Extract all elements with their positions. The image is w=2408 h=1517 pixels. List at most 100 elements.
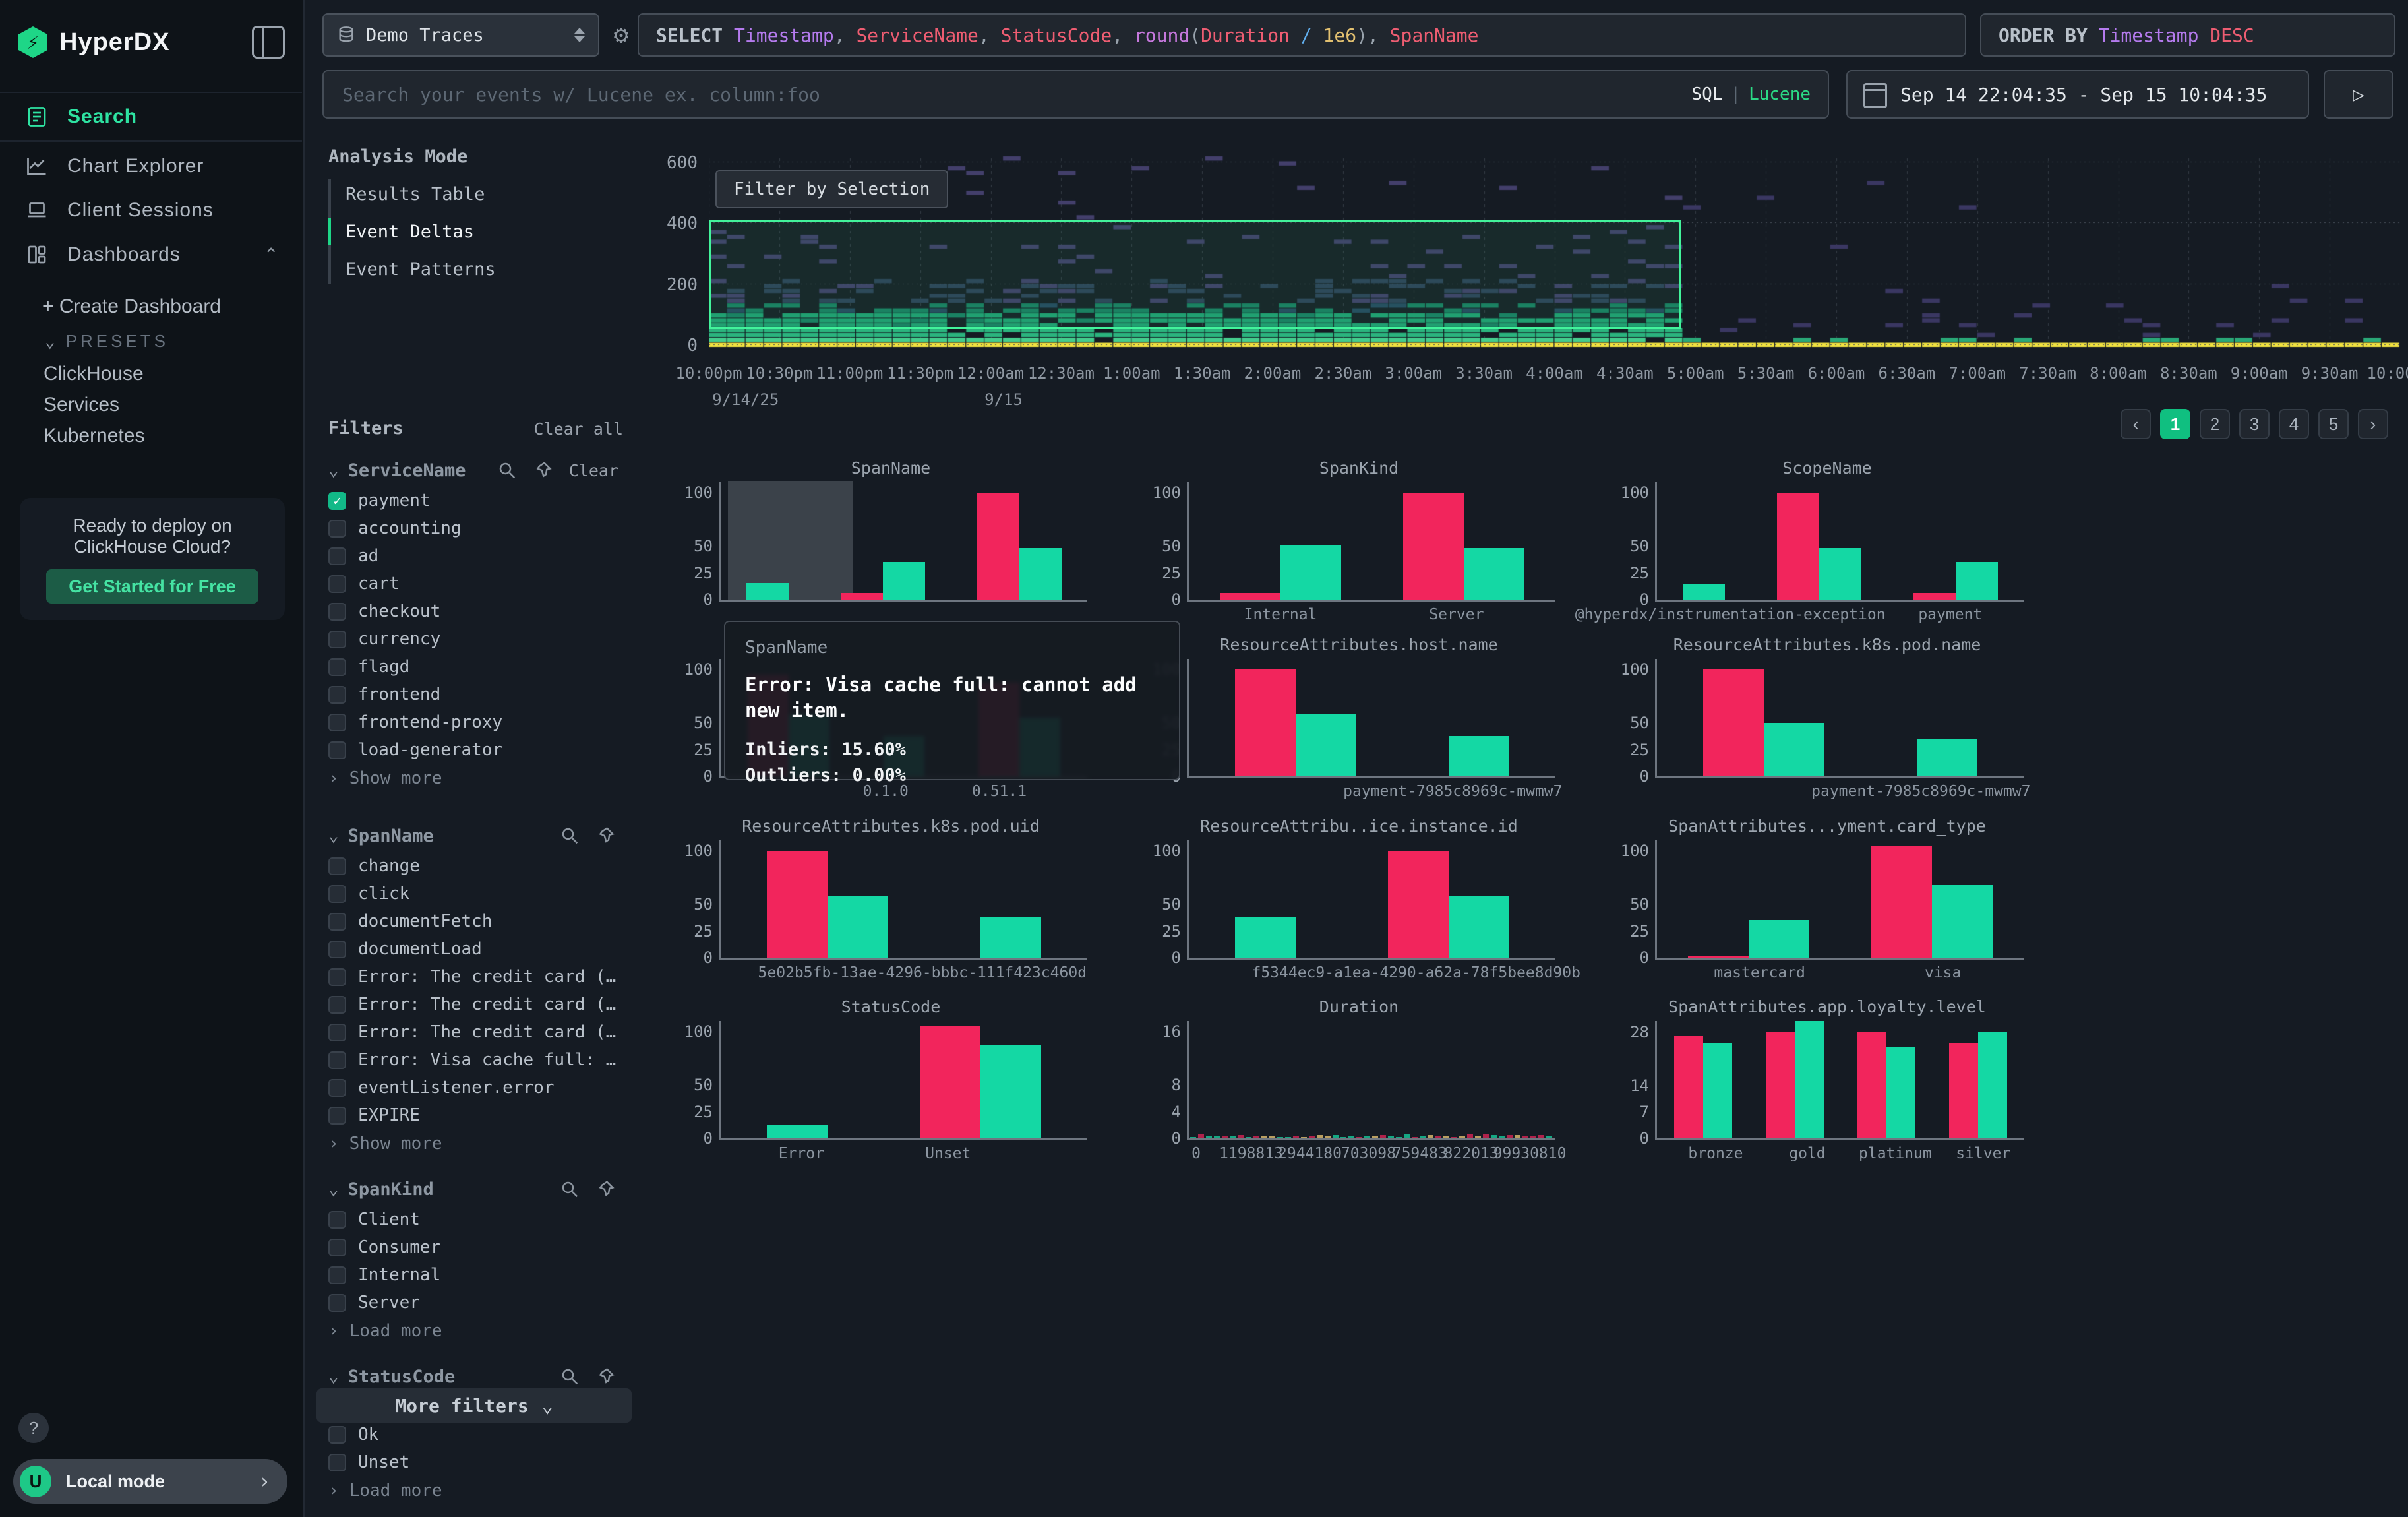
bar-group[interactable] <box>977 493 1062 600</box>
filter-option-error-the-credit-card-[interactable]: Error: The credit card (… <box>328 991 618 1018</box>
bar-group[interactable] <box>746 582 789 600</box>
bar-group[interactable] <box>1703 669 1824 776</box>
sidebar-item-chart-explorer[interactable]: Chart Explorer <box>0 141 302 191</box>
outliers-bar[interactable] <box>1871 846 1932 958</box>
inliers-bar[interactable] <box>1280 545 1341 600</box>
chevron-down-icon[interactable]: ⌄ <box>328 826 339 846</box>
checkbox[interactable] <box>328 1293 346 1312</box>
outliers-bar[interactable] <box>1703 669 1764 776</box>
inliers-bar[interactable] <box>1464 548 1524 600</box>
bar-group[interactable] <box>1235 917 1296 958</box>
chart-plot[interactable]: 0 4 8 16 0 1198813 2944180 703098 759483 822013 99… <box>1162 1021 1566 1162</box>
filter-option-click[interactable]: click <box>328 880 618 908</box>
duration-heatmap[interactable] <box>709 153 2400 348</box>
sidebar-item-dashboards[interactable]: Dashboards ⌃ <box>0 230 302 280</box>
filter-option-frontend[interactable]: frontend <box>328 681 618 708</box>
checkbox[interactable] <box>328 1266 346 1284</box>
pin-icon[interactable] <box>592 1363 618 1390</box>
local-mode-pill[interactable]: U Local mode › <box>13 1459 287 1504</box>
bar-group[interactable] <box>1403 493 1524 600</box>
inliers-bar[interactable] <box>1019 548 1062 600</box>
outliers-bar[interactable] <box>1673 1036 1703 1138</box>
chevron-down-icon[interactable]: ⌄ <box>328 460 339 480</box>
bar-group[interactable] <box>840 562 925 600</box>
outliers-bar[interactable] <box>1388 851 1449 958</box>
inliers-bar[interactable] <box>1764 723 1824 776</box>
pagination-page-3[interactable]: 3 <box>2239 409 2270 439</box>
bar-group[interactable] <box>1857 1032 1915 1138</box>
checkbox[interactable] <box>328 519 346 538</box>
user-avatar[interactable]: U <box>20 1466 51 1497</box>
filter-option-accounting[interactable]: accounting <box>328 514 618 542</box>
checkbox[interactable] <box>328 1051 346 1069</box>
chart-plot[interactable]: 0 25 50 100 5e02b5fb-13ae-4296-bbbc-111f423c… <box>684 840 1087 981</box>
mode-sql[interactable]: SQL <box>1691 84 1723 104</box>
pin-icon[interactable] <box>529 457 556 483</box>
analysis-mode-event-deltas[interactable]: Event Deltas <box>328 213 579 251</box>
checkbox[interactable] <box>328 1106 346 1125</box>
filter-option-error-the-credit-card-[interactable]: Error: The credit card (… <box>328 1018 618 1046</box>
checkbox[interactable] <box>328 547 346 565</box>
search-icon[interactable] <box>557 1363 583 1390</box>
filter-option-internal[interactable]: Internal <box>328 1261 618 1289</box>
sidebar-item-kubernetes[interactable]: Kubernetes <box>44 425 145 447</box>
filter-option-payment[interactable]: ✓ payment <box>328 487 618 514</box>
checkbox[interactable] <box>328 685 346 704</box>
bar-group[interactable] <box>767 851 888 958</box>
checkbox[interactable] <box>328 912 346 931</box>
filter-by-selection-button[interactable]: Filter by Selection <box>715 170 949 208</box>
chevron-up-icon[interactable]: ⌃ <box>263 244 280 265</box>
sidebar-item-search[interactable]: Search <box>0 92 302 142</box>
checkbox[interactable] <box>328 741 346 759</box>
filter-option-expire[interactable]: EXPIRE <box>328 1101 618 1129</box>
checkbox[interactable]: ✓ <box>328 491 346 510</box>
inliers-bar[interactable] <box>1683 583 1726 600</box>
pagination-next[interactable]: › <box>2358 409 2388 439</box>
inliers-bar[interactable] <box>1917 739 1977 776</box>
checkbox[interactable] <box>328 968 346 986</box>
analysis-mode-event-patterns[interactable]: Event Patterns <box>346 259 496 280</box>
inliers-bar[interactable] <box>1955 562 1998 600</box>
filter-option-change[interactable]: change <box>328 852 618 880</box>
chart-plot[interactable]: 0 25 50 100 f5344ec9-a1ea-4290-a62a-78f5bee8… <box>1153 840 1580 981</box>
inliers-bar[interactable] <box>1449 896 1509 958</box>
select-clause-input[interactable]: SELECT Timestamp, ServiceName, StatusCod… <box>638 13 1966 57</box>
checkbox[interactable] <box>328 658 346 676</box>
bar-group[interactable] <box>1871 846 1993 958</box>
outliers-bar[interactable] <box>1235 669 1296 776</box>
filter-option-consumer[interactable]: Consumer <box>328 1233 618 1261</box>
run-query-button[interactable]: ▷ <box>2324 70 2393 119</box>
bar-group[interactable] <box>920 1026 1041 1138</box>
pagination-page-5[interactable]: 5 <box>2318 409 2349 439</box>
checkbox[interactable] <box>328 1078 346 1097</box>
show-more-link[interactable]: › Show more <box>328 1129 618 1158</box>
filter-option-cart[interactable]: cart <box>328 570 618 598</box>
inliers-bar[interactable] <box>1749 920 1809 958</box>
bar-group[interactable] <box>1683 583 1726 600</box>
filter-option-unset[interactable]: Unset <box>328 1448 618 1476</box>
filter-option-documentfetch[interactable]: documentFetch <box>328 908 618 935</box>
inliers-bar[interactable] <box>1932 884 1993 958</box>
checkbox[interactable] <box>328 1023 346 1041</box>
checkbox[interactable] <box>328 574 346 593</box>
checkbox[interactable] <box>328 713 346 731</box>
inliers-bar[interactable] <box>882 562 925 600</box>
filter-option-error-visa-cache-full-[interactable]: Error: Visa cache full: … <box>328 1046 618 1074</box>
bar-group[interactable] <box>1776 493 1861 600</box>
checkbox[interactable] <box>328 1210 346 1229</box>
checkbox[interactable] <box>328 1238 346 1256</box>
show-more-link[interactable]: › Show more <box>328 764 618 793</box>
filter-option-ok[interactable]: Ok <box>328 1421 618 1448</box>
checkbox[interactable] <box>328 857 346 875</box>
bar-group[interactable] <box>1673 1036 1732 1138</box>
bar-group[interactable] <box>1220 545 1341 600</box>
filter-option-flagd[interactable]: flagd <box>328 653 618 681</box>
filter-option-load-generator[interactable]: load-generator <box>328 736 618 764</box>
outliers-bar[interactable] <box>1220 593 1280 600</box>
inliers-bar[interactable] <box>1977 1032 2007 1138</box>
search-bar[interactable]: SQL | Lucene <box>322 70 1829 119</box>
chart-plot[interactable]: 0 7 14 28 bronze gold platinum silver <box>1630 1021 2024 1162</box>
filter-option-client[interactable]: Client <box>328 1206 618 1233</box>
checkbox[interactable] <box>328 630 346 648</box>
clear-link[interactable]: Clear <box>568 460 618 480</box>
